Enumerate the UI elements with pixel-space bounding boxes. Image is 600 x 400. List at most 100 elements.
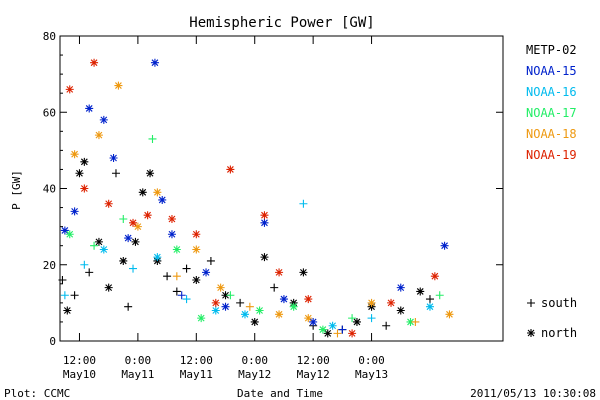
noaa-16-north-point: [425, 302, 434, 311]
noaa-15-north-point: [309, 317, 318, 326]
noaa-15-north-point: [124, 234, 133, 243]
x-tick-label-date: May11: [180, 368, 213, 381]
x-tick-label-time: 0:00: [241, 354, 268, 367]
noaa-19-north-point: [104, 199, 113, 208]
noaa-18-north-point: [133, 222, 142, 231]
legend-entry-noaa-17: NOAA-17: [526, 106, 577, 120]
x-tick-label-date: May12: [297, 368, 330, 381]
metp-02-south-point: [70, 291, 79, 300]
x-tick-label-time: 12:00: [297, 354, 330, 367]
noaa-15-north-point: [260, 218, 269, 227]
noaa-15-north-point: [109, 154, 118, 162]
noaa-16-north-point: [328, 321, 337, 330]
y-tick-label: 20: [43, 259, 56, 272]
noaa-17-north-point: [318, 325, 327, 334]
y-tick-label: 40: [43, 183, 56, 196]
metp-02-south-point: [236, 298, 245, 307]
noaa-15-north-point: [99, 115, 108, 124]
noaa-18-north-point: [367, 298, 376, 307]
metp-02-north-point: [63, 306, 72, 315]
noaa-19-north-point: [275, 268, 284, 277]
noaa-17-south-point: [148, 134, 157, 143]
noaa-18-north-point: [94, 131, 103, 140]
marker-key-north-symbol: [527, 329, 535, 337]
noaa-17-south-point: [119, 215, 128, 223]
metp-02-north-point: [299, 268, 308, 277]
noaa-17-north-point: [289, 302, 298, 311]
y-tick-label: 60: [43, 106, 56, 119]
x-tick-label-time: 12:00: [63, 354, 96, 367]
metp-02-south-point: [182, 264, 191, 273]
noaa-19-north-point: [304, 295, 313, 304]
noaa-17-north-point: [255, 306, 264, 315]
metp-02-south-point: [124, 302, 133, 311]
metp-02-south-point: [111, 169, 120, 178]
noaa-15-north-point: [158, 195, 167, 204]
noaa-16-north-point: [240, 310, 249, 319]
noaa-19-north-point: [143, 211, 152, 220]
y-tick-label: 0: [49, 335, 56, 348]
noaa-15-north-point: [396, 283, 405, 292]
noaa-18-north-point: [70, 150, 79, 159]
noaa-18-south-point: [411, 317, 420, 326]
metp-02-north-point: [146, 169, 155, 178]
noaa-15-north-point: [221, 302, 230, 311]
noaa-16-south-point: [367, 314, 376, 323]
noaa-18-south-point: [333, 329, 342, 338]
metp-02-north-point: [80, 157, 89, 166]
metp-02-south-point: [172, 287, 181, 296]
noaa-15-north-point: [85, 104, 94, 113]
y-axis-ticks: 0 20 40 60 80: [43, 30, 503, 348]
noaa-19-north-point: [90, 58, 99, 67]
legend-entry-metp-02: METP-02: [526, 43, 577, 57]
noaa-18-north-point: [153, 188, 162, 197]
noaa-17-south-point: [348, 314, 357, 323]
legend-entry-noaa-18: NOAA-18: [526, 127, 577, 141]
noaa-15-north-point: [202, 268, 211, 277]
marker-key-south-symbol: [527, 299, 535, 307]
noaa-19-north-point: [65, 85, 74, 94]
noaa-16-north-point: [211, 306, 220, 315]
x-tick-label-date: May11: [121, 368, 154, 381]
noaa-15-north-point: [150, 58, 159, 67]
noaa-19-north-point: [211, 298, 220, 307]
noaa-16-north-point: [99, 245, 108, 254]
noaa-18-north-point: [445, 310, 454, 319]
metp-02-north-point: [119, 256, 128, 265]
noaa-16-south-point: [80, 260, 89, 269]
noaa-16-north-point: [153, 253, 162, 262]
x-tick-label-date: May13: [355, 368, 388, 381]
marker-key-label: south: [541, 296, 577, 310]
metp-02-south-point: [270, 283, 279, 292]
legend: METP-02 NOAA-15 NOAA-16 NOAA-17 NOAA-18 NOAA-…: [526, 43, 577, 162]
y-tick-label: 80: [43, 30, 56, 43]
x-tick-label-date: May12: [238, 368, 271, 381]
noaa-17-south-point: [90, 241, 99, 250]
noaa-18-south-point: [245, 302, 254, 311]
noaa-15-north-point: [60, 226, 69, 235]
legend-entry-noaa-19: NOAA-19: [526, 148, 577, 162]
noaa-15-north-point: [279, 295, 288, 304]
noaa-17-north-point: [172, 245, 181, 254]
noaa-15-north-point: [167, 230, 176, 239]
noaa-17-north-point: [406, 317, 415, 326]
noaa-19-north-point: [167, 215, 176, 223]
metp-02-north-point: [323, 329, 332, 338]
noaa-18-north-point: [275, 310, 284, 319]
legend-entry-noaa-15: NOAA-15: [526, 64, 577, 78]
metp-02-south-point: [425, 295, 434, 304]
marker-key-south: south: [527, 296, 577, 310]
noaa-15-north-point: [440, 241, 449, 250]
x-tick-label-date: May10: [63, 368, 96, 381]
noaa-16-south-point: [299, 199, 308, 208]
noaa-17-south-point: [226, 291, 235, 300]
metp-02-north-point: [250, 317, 259, 326]
noaa-19-north-point: [348, 329, 357, 338]
noaa-15-south-point: [177, 291, 186, 300]
x-tick-label-time: 0:00: [125, 354, 152, 367]
metp-02-south-point: [58, 276, 67, 284]
noaa-18-north-point: [216, 283, 225, 292]
metp-02-north-point: [260, 253, 269, 262]
noaa-18-north-point: [192, 245, 201, 254]
